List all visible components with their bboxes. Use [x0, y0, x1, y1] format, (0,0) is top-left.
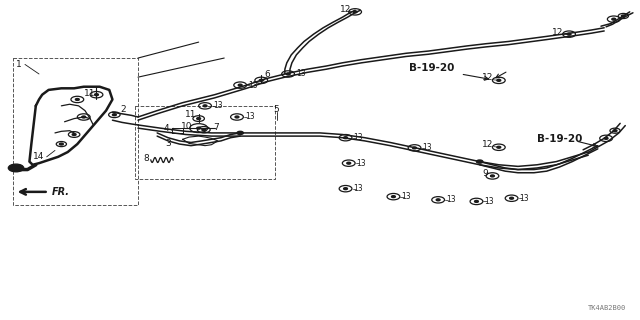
Circle shape — [567, 33, 571, 35]
Text: 4: 4 — [164, 124, 170, 132]
Text: 8: 8 — [143, 154, 149, 163]
Circle shape — [196, 127, 200, 129]
Circle shape — [76, 99, 79, 100]
Circle shape — [413, 147, 417, 149]
Text: 12: 12 — [482, 73, 493, 82]
Circle shape — [259, 79, 263, 81]
Circle shape — [347, 162, 351, 164]
Text: 1: 1 — [16, 60, 22, 69]
Circle shape — [604, 137, 608, 139]
Text: 13: 13 — [213, 101, 223, 110]
Text: 13: 13 — [401, 192, 411, 201]
Text: 11: 11 — [185, 110, 196, 119]
Text: 11: 11 — [84, 89, 96, 98]
Circle shape — [113, 114, 116, 116]
Circle shape — [474, 200, 478, 202]
Circle shape — [476, 160, 483, 163]
Circle shape — [497, 146, 500, 148]
Circle shape — [196, 118, 200, 120]
Circle shape — [392, 196, 396, 197]
Text: 13: 13 — [353, 184, 363, 193]
Text: 12: 12 — [482, 140, 493, 149]
Text: 13: 13 — [356, 159, 366, 168]
Circle shape — [344, 137, 348, 139]
Circle shape — [621, 15, 625, 17]
Circle shape — [82, 116, 86, 118]
Circle shape — [344, 188, 348, 190]
Circle shape — [203, 105, 207, 107]
Circle shape — [436, 199, 440, 201]
Circle shape — [612, 18, 616, 20]
Text: 10: 10 — [181, 122, 193, 131]
Text: 13: 13 — [446, 195, 456, 204]
Text: 13: 13 — [296, 69, 306, 78]
Text: 3: 3 — [165, 139, 171, 148]
Text: FR.: FR. — [52, 187, 70, 197]
Text: B-19-20: B-19-20 — [537, 134, 582, 144]
Text: 13: 13 — [248, 81, 258, 90]
Text: B-19-20: B-19-20 — [410, 63, 455, 73]
Text: 6: 6 — [265, 70, 271, 79]
Circle shape — [490, 175, 494, 177]
Text: TK4AB2B00: TK4AB2B00 — [588, 305, 627, 311]
Text: 13: 13 — [520, 194, 529, 203]
Text: 13: 13 — [422, 143, 432, 152]
Circle shape — [238, 84, 242, 86]
Text: 13: 13 — [484, 197, 494, 206]
Text: 9: 9 — [482, 169, 488, 178]
Text: 12: 12 — [340, 5, 351, 14]
Circle shape — [497, 79, 500, 81]
Circle shape — [509, 197, 513, 199]
Circle shape — [8, 164, 24, 172]
Circle shape — [202, 129, 205, 131]
Circle shape — [237, 131, 243, 134]
Text: 14: 14 — [33, 152, 45, 161]
Text: 13: 13 — [245, 113, 255, 122]
Circle shape — [286, 73, 290, 75]
Text: 13: 13 — [353, 133, 363, 142]
Text: 2: 2 — [120, 105, 126, 114]
Circle shape — [353, 11, 357, 13]
Circle shape — [60, 143, 63, 145]
Circle shape — [613, 130, 617, 132]
Circle shape — [235, 116, 239, 118]
Circle shape — [72, 133, 76, 135]
Text: 12: 12 — [552, 28, 563, 37]
Text: 5: 5 — [274, 105, 280, 114]
Text: 7: 7 — [214, 123, 220, 132]
Circle shape — [95, 94, 99, 96]
